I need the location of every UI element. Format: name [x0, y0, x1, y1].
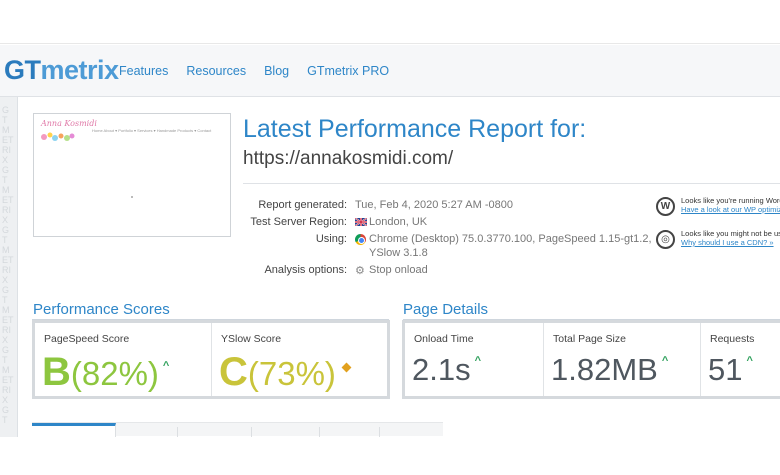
tab-3[interactable]: [178, 427, 252, 437]
report-title: Latest Performance Report for:: [243, 115, 587, 143]
arrow-up-icon: ^: [474, 355, 482, 367]
pagespeed-score-card[interactable]: PageSpeed Score B(82%) ^: [35, 323, 211, 396]
bottom-fade: [0, 437, 780, 475]
arrow-up-icon: ^: [746, 355, 753, 367]
yslow-grade: C: [219, 350, 248, 394]
tab-4[interactable]: [252, 427, 320, 437]
site-screenshot-thumbnail[interactable]: Anna Kosmidi Home About ▾ Portfolio ▾ Se…: [33, 113, 231, 237]
neutral-diamond-icon: [341, 362, 352, 373]
onload-time-value-wrap: 2.1s ^: [412, 350, 481, 388]
chrome-icon: [355, 234, 366, 245]
yslow-score-value: C(73%): [219, 350, 352, 395]
total-page-size-value-wrap: 1.82MB ^: [551, 350, 668, 388]
page-details-heading: Page Details: [403, 301, 489, 318]
row-test-server-region: Test Server Region: London, UK: [243, 216, 427, 228]
total-page-size-value: 1.82MB: [551, 352, 658, 387]
requests-value-wrap: 51 ^: [708, 350, 753, 388]
value-using-line2: YSlow 3.1.8: [369, 247, 428, 259]
tab-2[interactable]: [116, 427, 178, 437]
left-sidebar: GTMETRIXGTMETRIXGTMETRIXGTMETRIXGTMETRIX…: [0, 97, 18, 437]
divider: [243, 183, 780, 184]
gtmetrix-logo[interactable]: GTmetrix: [4, 55, 119, 86]
nav-gtmetrix-pro[interactable]: GTmetrix PRO: [307, 64, 390, 78]
row-using: Using: Chrome (Desktop) 75.0.3770.100, P…: [243, 233, 652, 245]
performance-scores-panel: PageSpeed Score B(82%) ^ YSlow Score C(73…: [32, 320, 390, 399]
cdn-notice-link[interactable]: Why should I use a CDN? »: [681, 238, 774, 247]
cdn-notice-text: Looks like you might not be usi: [681, 229, 780, 238]
pagespeed-percent: (82%): [70, 355, 159, 392]
top-strip: [0, 0, 780, 44]
nav-resources[interactable]: Resources: [186, 64, 247, 78]
onload-time-value: 2.1s: [412, 352, 471, 387]
label-report-generated: Report generated:: [258, 199, 347, 211]
wordpress-notice-link[interactable]: Have a look at our WP optimiza: [681, 205, 780, 214]
performance-heading-underline: [32, 319, 389, 320]
performance-scores-heading: Performance Scores: [33, 301, 170, 318]
row-analysis-options: Analysis options: ⚙ Stop onload: [243, 264, 427, 277]
value-using: Chrome (Desktop) 75.0.3770.100, PageSpee…: [369, 233, 652, 245]
navbar: GTmetrix Features Resources Blog GTmetri…: [0, 45, 780, 97]
nav-features[interactable]: Features: [119, 64, 169, 78]
thumbnail-dot: [131, 196, 133, 198]
tab-5[interactable]: [320, 427, 380, 437]
label-analysis-options: Analysis options:: [264, 264, 347, 276]
report-tabs: [32, 422, 443, 437]
yslow-score-label: YSlow Score: [221, 333, 282, 345]
row-using-line2: YSlow 3.1.8: [243, 247, 428, 259]
report-url[interactable]: https://annakosmidi.com/: [243, 148, 454, 169]
tab-6[interactable]: [380, 427, 443, 437]
sidebar-watermark: GTMETRIXGTMETRIXGTMETRIXGTMETRIXGTMETRIX…: [2, 105, 14, 425]
pagespeed-score-label: PageSpeed Score: [44, 333, 130, 345]
wordpress-icon: W: [656, 197, 675, 216]
thumbnail-menu: Home About ▾ Portfolio ▾ Services ▾ Hand…: [92, 128, 212, 133]
onload-time-card[interactable]: Onload Time 2.1s ^: [405, 323, 543, 396]
value-test-server-region: London, UK: [369, 216, 428, 228]
wordpress-notice-text: Looks like you're running Word: [681, 196, 780, 205]
onload-time-label: Onload Time: [414, 333, 474, 345]
requests-card[interactable]: Requests 51 ^: [700, 323, 780, 396]
label-using: Using:: [315, 233, 347, 245]
tab-1[interactable]: [32, 423, 116, 437]
logo-gt: GT: [4, 55, 41, 85]
label-test-server-region: Test Server Region:: [250, 216, 347, 228]
pagespeed-grade: B: [42, 350, 71, 394]
requests-value: 51: [708, 352, 743, 387]
pagespeed-score-value: B(82%) ^: [42, 350, 169, 395]
total-page-size-card[interactable]: Total Page Size 1.82MB ^: [543, 323, 700, 396]
value-analysis-options: Stop onload: [369, 264, 428, 276]
globe-icon: ◎: [656, 230, 675, 249]
arrow-up-icon: ^: [162, 360, 170, 372]
row-report-generated: Report generated: Tue, Feb 4, 2020 5:27 …: [243, 199, 513, 211]
logo-metrix: metrix: [40, 55, 120, 85]
thumbnail-site-name: Anna Kosmidi: [41, 119, 97, 128]
cdn-notice: ◎ Looks like you might not be usi Why sh…: [656, 229, 780, 253]
total-page-size-label: Total Page Size: [553, 333, 626, 345]
gear-icon: ⚙: [355, 265, 365, 277]
yslow-score-card[interactable]: YSlow Score C(73%): [211, 323, 387, 396]
requests-label: Requests: [710, 333, 755, 345]
value-report-generated: Tue, Feb 4, 2020 5:27 AM -0800: [355, 199, 513, 211]
flowers-illustration: [41, 132, 75, 141]
page-details-heading-underline: [403, 319, 780, 320]
page-details-panel: Onload Time 2.1s ^ Total Page Size 1.82MB…: [402, 320, 780, 399]
uk-flag-icon: [355, 218, 367, 226]
nav-blog[interactable]: Blog: [264, 64, 290, 78]
main-nav: Features Resources Blog GTmetrix PRO: [119, 64, 407, 78]
yslow-percent: (73%): [247, 355, 336, 392]
arrow-up-icon: ^: [661, 355, 669, 367]
wordpress-notice: W Looks like you're running Word Have a …: [656, 196, 780, 220]
